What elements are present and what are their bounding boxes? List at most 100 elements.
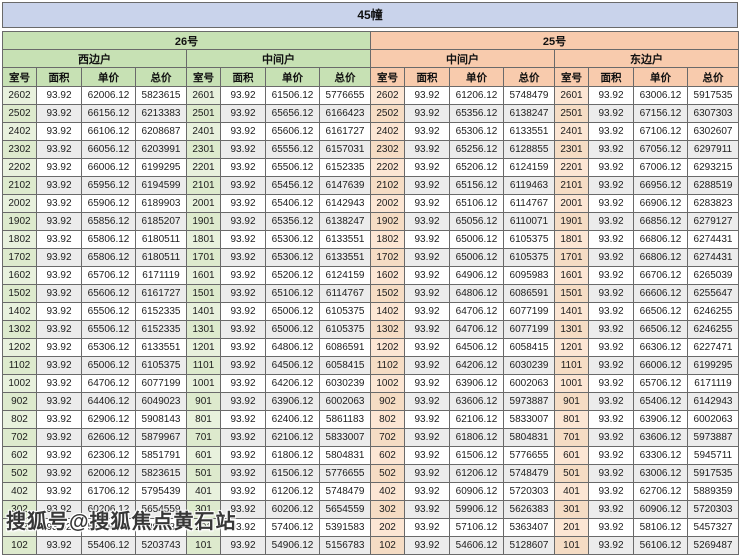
room-cell: 901 <box>554 392 589 411</box>
room-cell: 301 <box>554 500 589 519</box>
total-price-cell: 5626383 <box>503 500 555 519</box>
area-col-header: 面积 <box>220 67 266 87</box>
area-cell: 93.92 <box>404 374 450 393</box>
table-body: 2602 93.92 62006.12 5823615 2601 93.92 61506.1… <box>2 86 739 555</box>
room-cell: 1502 <box>2 284 37 303</box>
area-cell: 93.92 <box>404 266 450 285</box>
total-price-cell: 5973887 <box>503 392 555 411</box>
total-price-cell: 6293215 <box>687 158 739 177</box>
area-cell: 93.92 <box>36 392 82 411</box>
unit-price-cell: 65506.12 <box>265 158 320 177</box>
room-cell: 601 <box>186 446 221 465</box>
unit-price-cell: 66856.12 <box>633 212 688 231</box>
room-cell: 1801 <box>186 230 221 249</box>
unit-price-cell: 65256.12 <box>449 140 504 159</box>
total-price-cell: 6265039 <box>687 266 739 285</box>
room-cell: 2602 <box>370 86 405 105</box>
total-price-cell: 5654559 <box>319 500 371 519</box>
total-price-cell: 5861183 <box>319 410 371 429</box>
area-cell: 93.92 <box>588 500 634 519</box>
area-cell: 93.92 <box>404 122 450 141</box>
total-price-cell: 6246255 <box>687 302 739 321</box>
area-cell: 93.92 <box>220 230 266 249</box>
room-cell: 2302 <box>2 140 37 159</box>
unit-price-cell: 64706.12 <box>449 320 504 339</box>
unit-price-cell: 60206.12 <box>265 500 320 519</box>
area-cell: 93.92 <box>36 428 82 447</box>
total-price-cell: 6133551 <box>319 230 371 249</box>
area-cell: 93.92 <box>220 500 266 519</box>
total-price-cell: 5776655 <box>503 446 555 465</box>
total-price-cell: 6133551 <box>319 248 371 267</box>
unit-price-cell: 65006.12 <box>449 230 504 249</box>
area-cell: 93.92 <box>588 158 634 177</box>
room-cell: 1201 <box>554 338 589 357</box>
area-cell: 93.92 <box>220 266 266 285</box>
room-cell: 2102 <box>2 176 37 195</box>
room-cell: 1802 <box>370 230 405 249</box>
unit-price-col-header: 单价 <box>265 67 320 87</box>
total-price-cell: 5851791 <box>135 446 187 465</box>
room-cell: 2202 <box>370 158 405 177</box>
unit-price-cell: 65006.12 <box>265 320 320 339</box>
building-26-header: 26号 <box>2 31 371 50</box>
area-cell: 93.92 <box>588 86 634 105</box>
total-price-cell: 5917535 <box>687 464 739 483</box>
room-cell: 102 <box>370 536 405 555</box>
area-cell: 93.92 <box>588 428 634 447</box>
area-cell: 93.92 <box>404 248 450 267</box>
unit-price-cell: 65156.12 <box>449 176 504 195</box>
total-price-cell: 6002063 <box>503 374 555 393</box>
room-cell: 902 <box>370 392 405 411</box>
total-price-cell: 6142943 <box>319 194 371 213</box>
total-price-cell: 6161727 <box>135 284 187 303</box>
total-price-cell: 5823615 <box>135 86 187 105</box>
room-cell: 1501 <box>554 284 589 303</box>
area-cell: 93.92 <box>36 104 82 123</box>
total-price-cell: 6119463 <box>503 176 555 195</box>
total-price-cell: 6138247 <box>319 212 371 231</box>
total-price-cell: 6105375 <box>319 302 371 321</box>
room-cell: 801 <box>554 410 589 429</box>
watermark: 搜狐号@搜狐焦点黄石站 <box>6 511 237 533</box>
area-cell: 93.92 <box>404 356 450 375</box>
table-row: 1602 93.92 65706.12 6171119 1601 93.92 65206.1… <box>2 266 739 285</box>
area-cell: 93.92 <box>588 446 634 465</box>
total-price-cell: 6110071 <box>503 212 555 231</box>
building-title: 45幢 <box>2 2 738 28</box>
room-cell: 1801 <box>554 230 589 249</box>
unit-price-cell: 54906.12 <box>265 536 320 555</box>
area-cell: 93.92 <box>588 176 634 195</box>
area-cell: 93.92 <box>36 500 82 519</box>
unit-price-cell: 61206.12 <box>449 464 504 483</box>
area-cell: 93.92 <box>36 410 82 429</box>
room-cell: 1902 <box>370 212 405 231</box>
table-row: 202 93.92 57406.12 5391583 201 93.92 57406.12 5… <box>2 518 739 537</box>
room-col-header: 室号 <box>186 67 221 87</box>
room-cell: 1101 <box>186 356 221 375</box>
unit-price-cell: 65306.12 <box>81 338 136 357</box>
room-cell: 101 <box>554 536 589 555</box>
unit-price-cell: 65106.12 <box>265 284 320 303</box>
area-cell: 93.92 <box>404 428 450 447</box>
area-cell: 93.92 <box>588 356 634 375</box>
total-price-cell: 5879967 <box>135 428 187 447</box>
unit-price-cell: 66106.12 <box>81 122 136 141</box>
area-cell: 93.92 <box>588 374 634 393</box>
total-price-cell: 6199295 <box>687 356 739 375</box>
area-cell: 93.92 <box>220 176 266 195</box>
total-price-cell: 5889359 <box>687 482 739 501</box>
area-cell: 93.92 <box>404 536 450 555</box>
total-price-col-header: 总价 <box>687 67 739 87</box>
total-price-cell: 6255647 <box>687 284 739 303</box>
unit-price-cell: 61506.12 <box>265 86 320 105</box>
room-cell: 2002 <box>370 194 405 213</box>
room-cell: 1401 <box>554 302 589 321</box>
area-cell: 93.92 <box>404 194 450 213</box>
total-price-cell: 6213383 <box>135 104 187 123</box>
table-row: 1202 93.92 65306.12 6133551 1201 93.92 64806.1… <box>2 338 739 357</box>
unit-price-cell: 65556.12 <box>265 140 320 159</box>
area-cell: 93.92 <box>36 284 82 303</box>
table-row: 1702 93.92 65806.12 6180511 1701 93.92 65306.1… <box>2 248 739 267</box>
area-cell: 93.92 <box>588 140 634 159</box>
